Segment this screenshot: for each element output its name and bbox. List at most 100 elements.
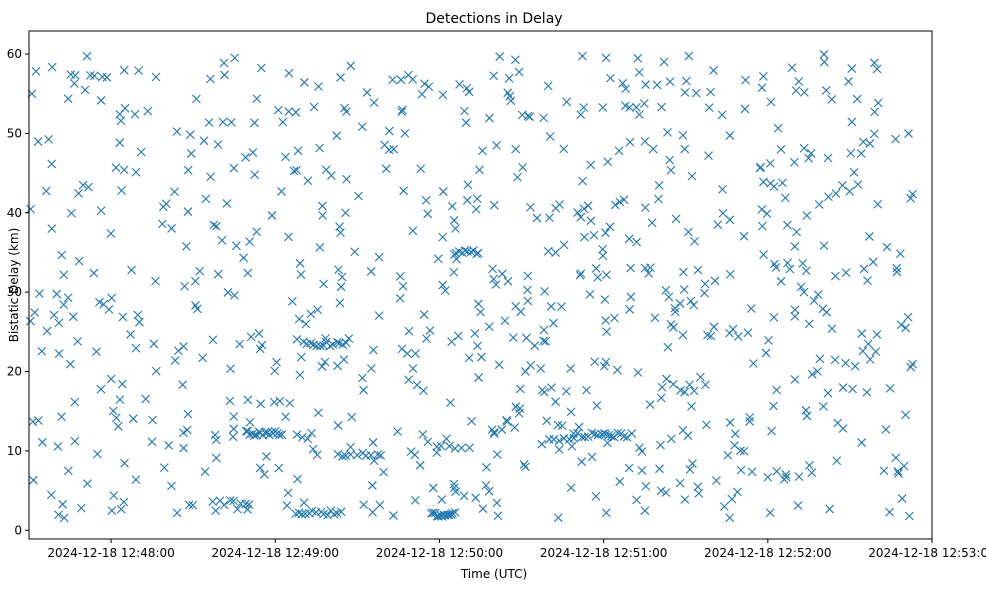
- data-point-marker: [645, 400, 655, 409]
- data-point-marker: [185, 130, 195, 140]
- data-point-marker: [489, 429, 499, 439]
- data-point-marker: [710, 276, 720, 286]
- data-point-marker: [190, 276, 200, 286]
- data-point-marker: [566, 483, 576, 493]
- data-point-marker: [619, 432, 629, 441]
- data-point-marker: [201, 194, 211, 204]
- data-point-marker: [344, 334, 354, 343]
- data-point-marker: [341, 208, 350, 218]
- data-point-marker: [182, 425, 192, 435]
- data-point-marker: [666, 319, 676, 329]
- data-point-marker: [801, 266, 811, 276]
- data-point-marker: [521, 462, 530, 472]
- data-point-marker: [415, 460, 425, 470]
- data-point-marker: [159, 463, 169, 473]
- data-point-marker: [37, 346, 47, 356]
- data-point-marker: [589, 230, 599, 240]
- data-point-marker: [106, 229, 116, 238]
- data-point-marker: [627, 429, 637, 438]
- data-point-marker: [599, 361, 609, 371]
- data-point-marker: [872, 330, 882, 339]
- data-point-marker: [745, 412, 755, 422]
- data-point-marker: [540, 286, 549, 296]
- data-point-marker: [452, 254, 461, 264]
- data-point-marker: [670, 307, 680, 317]
- data-point-marker: [587, 428, 597, 438]
- data-point-marker: [47, 159, 57, 169]
- data-point-marker: [117, 379, 127, 389]
- data-point-marker: [59, 513, 69, 523]
- data-point-marker: [354, 191, 363, 201]
- x-tick-label: 2024-12-18 12:50:00: [376, 546, 503, 560]
- data-point-marker: [335, 298, 345, 308]
- data-point-marker: [903, 312, 913, 322]
- data-point-marker: [235, 339, 245, 349]
- data-point-marker: [723, 450, 733, 460]
- data-point-marker: [307, 428, 316, 438]
- data-point-marker: [350, 247, 360, 257]
- data-point-marker: [892, 263, 902, 273]
- data-point-marker: [559, 144, 569, 154]
- data-point-marker: [665, 155, 675, 165]
- data-point-marker: [700, 288, 709, 298]
- data-point-marker: [252, 94, 262, 104]
- data-point-marker: [252, 227, 262, 237]
- data-point-marker: [33, 137, 43, 146]
- data-point-marker: [269, 397, 279, 407]
- data-point-marker: [292, 430, 302, 440]
- data-point-marker: [404, 375, 414, 385]
- data-point-marker: [470, 329, 480, 338]
- data-point-marker: [711, 476, 721, 485]
- data-point-marker: [141, 394, 151, 404]
- data-point-marker: [459, 491, 469, 501]
- data-point-marker: [28, 417, 38, 427]
- data-point-marker: [494, 360, 504, 370]
- data-point-marker: [605, 222, 615, 232]
- data-point-marker: [417, 89, 427, 99]
- data-point-marker: [689, 300, 699, 310]
- data-point-marker: [147, 437, 157, 447]
- data-point-marker: [873, 98, 883, 108]
- data-point-marker: [492, 498, 502, 508]
- data-point-marker: [818, 304, 828, 314]
- data-point-marker: [347, 412, 357, 422]
- data-point-marker: [676, 385, 685, 395]
- data-point-marker: [455, 80, 464, 89]
- data-point-marker: [831, 271, 840, 281]
- data-point-marker: [340, 103, 349, 113]
- data-point-marker: [84, 182, 93, 192]
- data-point-marker: [412, 380, 422, 390]
- data-point-marker: [781, 470, 791, 479]
- data-point-marker: [899, 461, 909, 471]
- data-point-marker: [766, 97, 776, 107]
- data-point-marker: [336, 507, 346, 517]
- data-point-marker: [80, 85, 90, 95]
- data-point-marker: [514, 408, 524, 418]
- data-point-marker: [772, 466, 782, 476]
- data-point-marker: [799, 287, 809, 297]
- data-point-marker: [663, 127, 672, 137]
- data-point-marker: [53, 442, 63, 451]
- data-point-marker: [736, 446, 745, 456]
- data-point-marker: [255, 463, 265, 473]
- data-point-marker: [688, 459, 697, 468]
- data-point-marker: [576, 269, 586, 278]
- data-point-marker: [200, 467, 210, 477]
- data-point-marker: [689, 386, 699, 396]
- data-point-marker: [476, 307, 485, 317]
- data-point-marker: [281, 412, 291, 422]
- data-point-marker: [603, 438, 612, 448]
- data-point-marker: [879, 466, 889, 476]
- data-point-marker: [502, 417, 512, 426]
- data-point-marker: [312, 341, 322, 351]
- data-point-marker: [725, 269, 735, 279]
- data-point-marker: [366, 267, 376, 276]
- chart-title: Detections in Delay: [425, 11, 562, 27]
- data-point-marker: [306, 338, 316, 348]
- data-point-marker: [436, 441, 446, 451]
- data-point-marker: [725, 328, 734, 338]
- data-point-marker: [308, 444, 318, 454]
- data-point-marker: [65, 359, 75, 369]
- data-point-marker: [127, 265, 136, 275]
